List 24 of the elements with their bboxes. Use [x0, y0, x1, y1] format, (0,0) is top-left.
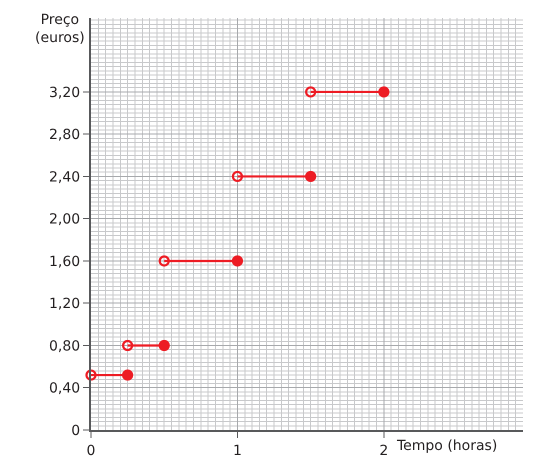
y-axis-title: Preço (euros) — [35, 12, 85, 46]
y-tick-label: 0,80 — [49, 338, 80, 354]
y-tick-label: 2,80 — [49, 127, 80, 144]
point — [232, 170, 244, 182]
y-tick-label: 0 — [71, 422, 80, 439]
y-tick-label: 2,40 — [49, 169, 80, 186]
y-tick-label: 1,60 — [49, 254, 80, 270]
x-tick-label: 0 — [86, 442, 96, 459]
y-tick-label: 3,20 — [49, 84, 80, 101]
y-tick-label: 2,00 — [49, 212, 80, 228]
point — [158, 255, 170, 267]
y-tick-label: 0,40 — [49, 380, 80, 397]
point — [232, 255, 244, 267]
x-axis-title: Tempo (horas) — [396, 438, 498, 454]
x-tick-label: 1 — [232, 442, 242, 459]
point — [158, 340, 170, 352]
point — [378, 86, 390, 98]
point — [85, 369, 97, 381]
y-tick-label: 1,20 — [49, 296, 80, 312]
point — [305, 86, 316, 98]
point — [122, 369, 134, 381]
x-tick-label: 2 — [379, 442, 388, 459]
point — [122, 340, 134, 352]
point — [305, 170, 316, 182]
